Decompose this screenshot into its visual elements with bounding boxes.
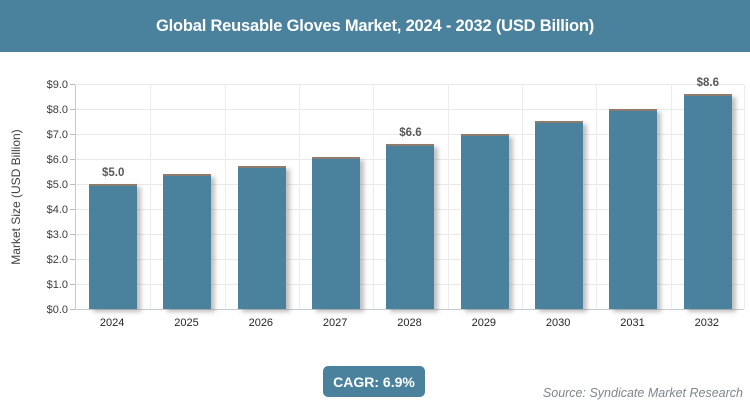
v-gridline xyxy=(225,85,226,309)
bar-column-2027 xyxy=(299,85,373,309)
bar-2026 xyxy=(237,166,286,309)
v-gridline xyxy=(671,85,672,309)
v-gridline xyxy=(596,85,597,309)
bar-column-2030 xyxy=(522,85,596,309)
x-axis-label-2030: 2030 xyxy=(545,317,571,329)
v-gridline xyxy=(448,85,449,309)
bar-2029 xyxy=(460,134,509,309)
bar-column-2031 xyxy=(596,85,670,309)
y-tick-mark xyxy=(70,259,75,260)
bar-column-2024: $5.0 xyxy=(76,85,150,309)
y-tick-mark xyxy=(70,209,75,210)
bar-column-2026 xyxy=(225,85,299,309)
y-tick-mark xyxy=(70,109,75,110)
y-tick-mark xyxy=(70,234,75,235)
y-axis-tick-labels: $0.0 $1.0 $2.0 $3.0 $4.0 $5.0 $6.0 $7.0 $8.0 $9.0 xyxy=(0,79,68,316)
v-gridline xyxy=(299,85,300,309)
x-axis-label-2028: 2028 xyxy=(397,317,422,329)
bar-column-2029 xyxy=(448,85,522,309)
y-tick-mark xyxy=(70,184,75,185)
bar-column-2032: $8.6 xyxy=(671,77,745,309)
bar-2025 xyxy=(163,174,212,309)
x-axis-label-2027: 2027 xyxy=(322,317,348,329)
chart-title: Global Reusable Gloves Market, 2024 - 20… xyxy=(155,16,595,35)
v-gridline xyxy=(150,85,151,309)
y-tick-mark xyxy=(70,309,75,310)
bar-2027 xyxy=(312,157,361,309)
h-gridline xyxy=(76,134,744,135)
title-banner: Global Reusable Gloves Market, 2024 - 20… xyxy=(0,0,750,52)
y-tick-label: $4.0 xyxy=(46,204,68,216)
x-axis-label-2025: 2025 xyxy=(174,317,199,329)
y-tick-label: $8.0 xyxy=(46,104,68,116)
bar-2031 xyxy=(609,109,658,309)
y-tick-mark xyxy=(70,159,75,160)
h-gridline xyxy=(76,84,744,85)
cagr-badge: CAGR: 6.9% xyxy=(323,366,425,397)
bar-2030 xyxy=(535,121,584,309)
v-gridline xyxy=(373,85,374,309)
x-axis-label-2029: 2029 xyxy=(471,317,497,329)
plot-area: $5.0 $6.6 $8.6 xyxy=(70,77,745,310)
y-tick-mark xyxy=(70,84,75,85)
x-axis-label-2024: 2024 xyxy=(99,317,125,329)
h-gridline xyxy=(76,109,744,110)
y-tick-label: $7.0 xyxy=(46,129,68,141)
x-axis-labels: 2024 2025 2026 2027 2028 2029 2030 2031 2032 xyxy=(75,317,744,332)
x-axis-label-2031: 2031 xyxy=(620,317,645,329)
x-axis-label-2032: 2032 xyxy=(694,317,720,329)
y-tick-label: $0.0 xyxy=(46,304,68,316)
y-tick-label: $3.0 xyxy=(46,229,68,241)
source-credit: Source: Syndicate Market Research xyxy=(542,386,743,400)
bar-value-label-2028: $6.6 xyxy=(399,127,422,139)
bar-2032: $8.6 xyxy=(683,77,732,309)
bar-2024: $5.0 xyxy=(89,167,138,309)
y-tick-mark xyxy=(70,284,75,285)
bar-2028: $6.6 xyxy=(386,127,435,309)
bar-value-label-2024: $5.0 xyxy=(101,167,125,179)
bar-value-label-2032: $8.6 xyxy=(696,77,720,89)
y-tick-label: $9.0 xyxy=(46,79,68,91)
x-axis-label-2026: 2026 xyxy=(248,317,274,329)
y-tick-label: $6.0 xyxy=(46,154,68,166)
y-tick-mark xyxy=(70,134,75,135)
y-tick-label: $2.0 xyxy=(46,254,68,266)
bar-column-2028: $6.6 xyxy=(373,85,447,309)
v-gridline xyxy=(744,85,745,309)
y-tick-label: $5.0 xyxy=(46,179,68,191)
y-tick-label: $1.0 xyxy=(46,279,68,291)
v-gridline xyxy=(522,85,523,309)
bar-column-2025 xyxy=(150,85,224,309)
